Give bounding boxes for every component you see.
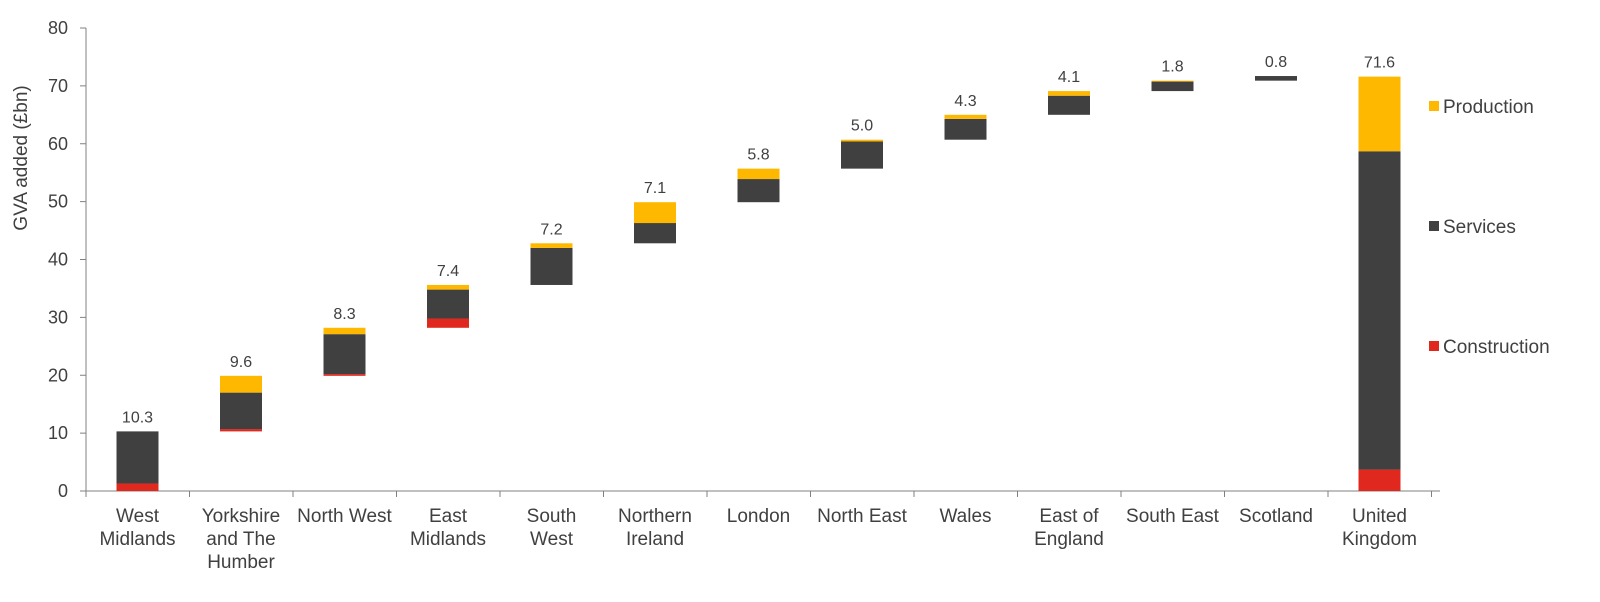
x-category-label: North East	[817, 506, 907, 527]
bar-segment-production	[944, 114, 987, 119]
bar-segment-services	[220, 392, 262, 430]
bar-segment-construction	[220, 429, 262, 432]
y-tick-label: 70	[48, 76, 68, 96]
bar-segment-production	[427, 284, 469, 290]
y-tick-label: 60	[48, 134, 68, 154]
chart-data-labels: 10.3 9.6 8.3 7.4 7.2 7.1 5.8 5.0 4.3 4.1 1.8 0.8 71.…	[122, 54, 1395, 426]
legend-swatch-construction	[1429, 341, 1439, 351]
bar-segment-production	[634, 202, 676, 224]
category-label-line: South	[527, 506, 577, 527]
bar-segment-services	[427, 289, 469, 319]
bar-segment-construction	[427, 318, 469, 328]
bar-segment-services	[530, 247, 573, 285]
x-category-label: East of England	[1034, 506, 1104, 550]
x-category-label: South East	[1126, 506, 1220, 527]
bar-segment-services	[116, 431, 159, 484]
y-tick-label: 50	[48, 192, 68, 212]
x-category-label: East Midlands	[410, 506, 486, 550]
bar-segment-services	[1048, 95, 1090, 115]
data-label: 0.8	[1265, 54, 1287, 71]
category-label-line: Kingdom	[1342, 529, 1417, 550]
bar-segment-production	[1358, 76, 1401, 152]
data-label: 9.6	[230, 354, 252, 371]
category-label-line: North East	[817, 506, 907, 527]
x-category-label: London	[727, 506, 790, 527]
x-category-label: North West	[297, 506, 392, 527]
data-label: 7.1	[644, 180, 666, 197]
y-tick-label: 80	[48, 18, 68, 38]
legend-label-production: Production	[1443, 97, 1534, 118]
x-category-label: South West	[527, 506, 577, 550]
bar-segment-services	[841, 141, 883, 169]
bar-segment-production	[1151, 80, 1194, 82]
x-category-label: United Kingdom	[1342, 506, 1417, 550]
category-label-line: South East	[1126, 506, 1220, 527]
x-category-label: Wales	[939, 506, 991, 527]
category-label-line: East of	[1039, 506, 1099, 527]
legend-swatch-services	[1429, 221, 1439, 231]
category-label-line: Midlands	[99, 529, 175, 550]
category-label-line: London	[727, 506, 790, 527]
chart-bars	[116, 76, 1401, 491]
data-label: 10.3	[122, 409, 153, 426]
data-label: 5.0	[851, 118, 873, 135]
y-tick-label: 20	[48, 365, 68, 385]
data-label: 8.3	[333, 306, 355, 323]
data-label: 7.2	[540, 221, 562, 238]
data-label: 1.8	[1161, 59, 1183, 76]
chart-axes: 0 10 20 30 40 50 60 70 80	[48, 18, 1440, 501]
category-label-line: West	[530, 529, 574, 550]
category-label-line: Scotland	[1239, 506, 1313, 527]
y-tick-label: 0	[58, 481, 68, 501]
category-label-line: West	[116, 506, 160, 527]
bar-segment-services	[1255, 76, 1297, 81]
category-label-line: North West	[297, 506, 392, 527]
bar-segment-construction	[116, 483, 159, 491]
x-category-label: Northern Ireland	[618, 506, 692, 550]
data-label: 71.6	[1364, 55, 1395, 72]
bar-segment-production	[323, 327, 366, 335]
category-label-line: Wales	[939, 506, 991, 527]
data-label: 5.8	[747, 147, 769, 164]
bar-segment-production	[220, 375, 262, 393]
category-label-line: and The	[206, 529, 275, 550]
data-label: 7.4	[437, 263, 459, 280]
data-label: 4.3	[954, 93, 976, 110]
y-tick-label: 30	[48, 307, 68, 327]
y-tick-label: 10	[48, 423, 68, 443]
bar-segment-construction	[323, 374, 366, 376]
bar-segment-production	[841, 139, 883, 142]
category-label-line: United	[1352, 506, 1407, 527]
category-label-line: Yorkshire	[202, 506, 281, 527]
bar-segment-construction	[1358, 469, 1401, 491]
y-axis-label: GVA added (£bn)	[11, 85, 32, 230]
x-category-label: Yorkshire and The Humber	[202, 506, 281, 573]
chart-legend: Production Services Construction	[1429, 97, 1550, 358]
category-label-line: Humber	[207, 552, 275, 573]
category-label-line: Midlands	[410, 529, 486, 550]
bar-segment-services	[944, 118, 987, 140]
category-label-line: Ireland	[626, 529, 684, 550]
bar-segment-services	[634, 223, 676, 244]
bar-segment-production	[1048, 91, 1090, 96]
category-label-line: England	[1034, 529, 1104, 550]
bar-segment-services	[737, 179, 780, 203]
bar-segment-services	[1358, 151, 1401, 470]
category-label-line: Northern	[618, 506, 692, 527]
bar-segment-production	[530, 243, 573, 248]
bar-segment-services	[1151, 81, 1194, 92]
legend-label-services: Services	[1443, 217, 1516, 238]
legend-swatch-production	[1429, 101, 1439, 111]
bar-segment-services	[323, 334, 366, 375]
y-tick-label: 40	[48, 250, 68, 270]
x-category-label: West Midlands	[99, 506, 175, 550]
x-category-label: Scotland	[1239, 506, 1313, 527]
bar-segment-production	[737, 168, 780, 180]
legend-label-construction: Construction	[1443, 337, 1550, 358]
category-label-line: East	[429, 506, 468, 527]
data-label: 4.1	[1058, 69, 1080, 86]
